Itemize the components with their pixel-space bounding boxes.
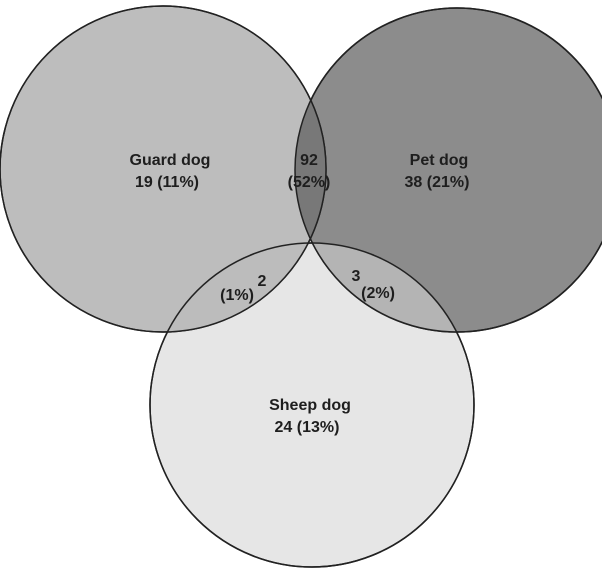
pet-sheep-percent: (2%) (361, 285, 395, 302)
guard-pet-count: 92 (300, 152, 318, 169)
sheep-dog-value: 24 (13%) (275, 419, 340, 436)
sheep-dog-outline (149, 242, 475, 568)
pet-sheep-count: 3 (352, 268, 361, 285)
pet-dog-label: Pet dog (410, 152, 469, 169)
pet-dog-value: 38 (21%) (405, 174, 470, 191)
guard-dog-outline (0, 5, 327, 333)
guard-dog-value: 19 (11%) (135, 174, 199, 191)
circle-outlines (0, 5, 602, 568)
sheep-dog-label: Sheep dog (269, 397, 351, 414)
guard-pet-percent: (52%) (288, 174, 331, 191)
guard-dog-label: Guard dog (130, 152, 211, 169)
guard-sheep-percent: (1%) (220, 287, 254, 304)
guard-sheep-count: 2 (258, 273, 267, 290)
